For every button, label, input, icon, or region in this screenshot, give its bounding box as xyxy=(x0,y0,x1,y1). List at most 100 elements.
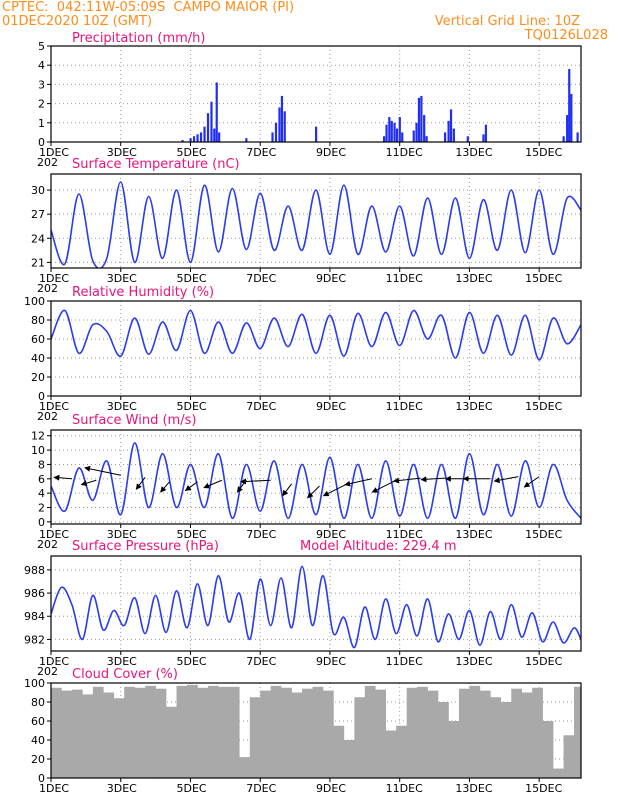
x-tick-label: 7DEC xyxy=(246,655,276,668)
header-model-id: TQ0126L028 xyxy=(524,28,608,43)
precip-bar xyxy=(452,128,455,142)
wind-vector xyxy=(184,481,198,492)
panel-6: Cloud Cover (%) 0 20 40 60 80 100 1DEC 3DEC 5DEC 7… xyxy=(24,667,582,795)
series-line xyxy=(51,565,581,649)
y-tick-label: 24 xyxy=(31,232,45,245)
x-tick-label: 5DEC xyxy=(176,400,206,413)
precip-bar xyxy=(447,120,450,142)
x-tick-label: 5DEC xyxy=(176,655,206,668)
x-tick-label: 9DEC xyxy=(316,782,346,795)
precip-bar xyxy=(215,82,218,142)
precip-bar xyxy=(271,132,274,142)
precip-bar xyxy=(395,128,399,142)
panel-1: Precipitation (mm/h) 0 1 2 3 4 5 1DEC 3DEC 5DEC 7D… xyxy=(37,31,582,169)
y-tick-label: 4 xyxy=(38,487,45,500)
wind-vector xyxy=(203,479,223,489)
panel-3: Relative Humidity (%) 0 20 40 60 80 100 1DEC 3DE… xyxy=(24,285,582,423)
precip-bar xyxy=(570,94,573,142)
cloud-bar xyxy=(218,686,230,778)
y-tick-label: 1 xyxy=(38,117,45,130)
y-tick-label: 12 xyxy=(31,430,45,443)
panel-frame xyxy=(50,682,582,779)
x-tick-label: 1DEC xyxy=(39,272,69,285)
x-tick-label: 15DEC xyxy=(525,272,562,285)
wind-vector xyxy=(493,476,519,484)
panel-title: Cloud Cover (%) xyxy=(72,667,178,682)
x-tick-label: 7DEC xyxy=(246,272,276,285)
x-tick-label: 13DEC xyxy=(455,528,492,541)
x-tick-label: 5DEC xyxy=(176,528,206,541)
cloud-bar xyxy=(291,692,303,778)
x-tick-label: 11DEC xyxy=(386,528,423,541)
panel-5: Surface Pressure (hPa) Model Altitude: 22… xyxy=(24,539,582,678)
panel-annotation: Model Altitude: 229.4 m xyxy=(300,539,457,554)
wind-vector xyxy=(160,481,170,493)
wind-vector xyxy=(282,483,292,497)
cloud-bar xyxy=(145,685,156,778)
cloud-bar xyxy=(228,686,240,778)
precip-bar xyxy=(566,115,569,142)
x-tick-label: 7DEC xyxy=(246,782,276,795)
series-line xyxy=(51,442,581,520)
cloud-bar xyxy=(71,689,83,778)
cloud-bar xyxy=(197,687,209,778)
cloud-bar xyxy=(166,706,177,778)
y-tick-label: 80 xyxy=(31,314,45,327)
x-tick-label: 1DEC xyxy=(39,655,69,668)
cloud-bar xyxy=(312,686,324,778)
wind-vector xyxy=(84,465,121,476)
cloud-bar xyxy=(92,686,104,778)
y-tick-label: 0 xyxy=(38,390,45,403)
cloud-bar xyxy=(553,768,564,778)
cloud-bar xyxy=(103,692,115,778)
cloud-bar xyxy=(406,687,418,778)
cloud-bar xyxy=(532,687,543,778)
precip-bar xyxy=(412,130,415,142)
x-tick-label: 13DEC xyxy=(455,782,492,795)
x-tick-label: 1DEC xyxy=(39,146,69,159)
precip-bar xyxy=(415,122,418,142)
panel-frame xyxy=(50,429,582,525)
precip-bar xyxy=(218,132,221,142)
x-tick-label: 1DEC xyxy=(39,400,69,413)
wind-vector xyxy=(322,483,348,497)
cloud-bar xyxy=(511,688,523,778)
precip-bar xyxy=(388,117,391,142)
cloud-bar xyxy=(364,685,376,778)
precip-bar xyxy=(423,115,426,142)
x-tick-label: 9DEC xyxy=(316,528,346,541)
cloud-bar xyxy=(270,685,282,778)
cloud-bar xyxy=(417,686,428,778)
x-tick-label: 5DEC xyxy=(176,782,206,795)
y-tick-label: 20 xyxy=(31,371,45,384)
x-tick-label: 7DEC xyxy=(246,146,276,159)
precip-bar xyxy=(382,136,386,142)
x-tick-label: 3DEC xyxy=(107,782,137,795)
cloud-bar xyxy=(281,687,292,778)
cloud-bar xyxy=(427,690,439,778)
y-tick-label: 988 xyxy=(24,564,45,577)
x-tick-label: 13DEC xyxy=(455,146,492,159)
y-tick-label: 984 xyxy=(24,610,45,623)
x-tick-label: 3DEC xyxy=(107,400,137,413)
panel-title: Precipitation (mm/h) xyxy=(72,31,205,46)
wind-vector xyxy=(53,474,72,481)
x-tick-label: 9DEC xyxy=(316,146,346,159)
panel-frame xyxy=(50,173,582,269)
y-tick-label: 6 xyxy=(38,473,45,486)
x-partial-label: 202 xyxy=(37,665,58,678)
x-tick-label: 15DEC xyxy=(525,528,562,541)
cloud-bar xyxy=(176,685,188,778)
y-tick-label: 20 xyxy=(31,753,45,766)
x-tick-label: 3DEC xyxy=(107,272,137,285)
cloud-bar xyxy=(563,735,575,778)
cloud-bar xyxy=(302,688,313,778)
cloud-bar xyxy=(249,697,261,778)
cloud-bar xyxy=(155,688,167,778)
wind-vector xyxy=(307,485,320,499)
cloud-bar xyxy=(239,757,251,778)
header-location: CPTEC: 042:11W-05:09S CAMPO MAIOR (PI) xyxy=(2,0,295,15)
precip-bar xyxy=(444,132,447,142)
precip-bar xyxy=(484,124,488,142)
